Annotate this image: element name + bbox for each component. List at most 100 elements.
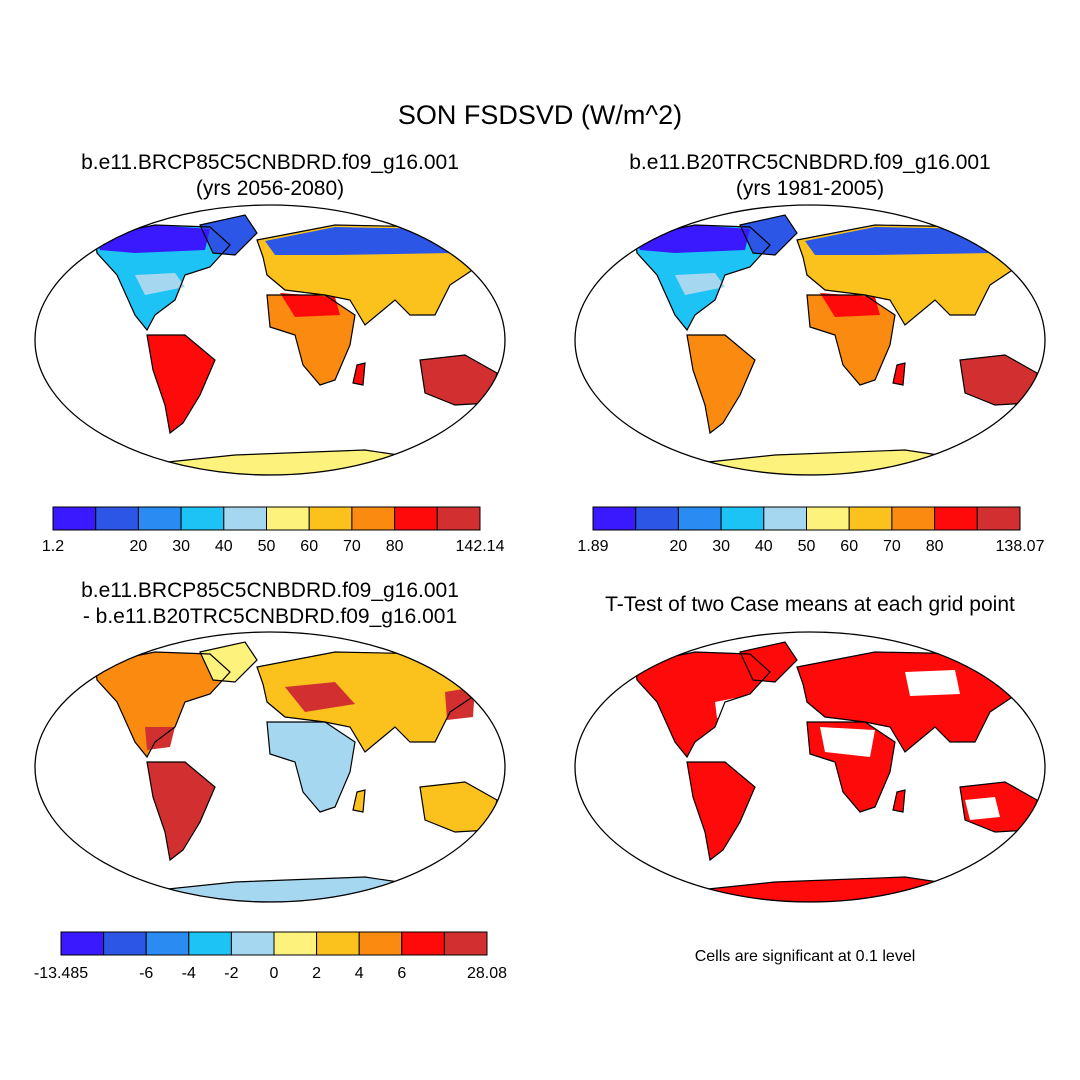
coastline-madagascar <box>892 789 906 813</box>
land-madagascar <box>893 363 905 385</box>
land-australia <box>960 355 1037 405</box>
colorbar-swatch <box>316 931 360 956</box>
figure-title: SON FSDSVD (W/m^2) <box>397 100 683 130</box>
panel-case1-title: b.e11.BRCP85C5CNBDRD.f09_g16.001 (yrs 20… <box>30 150 510 202</box>
colorbar-label: -6 <box>139 965 153 982</box>
colorbar-swatch <box>145 931 190 956</box>
field-patch <box>285 682 355 712</box>
land-greenland <box>740 642 797 682</box>
coastline-madagascar <box>892 362 906 386</box>
colorbar-label: 80 <box>386 538 404 555</box>
not-significant-area <box>905 670 960 696</box>
coastline-northAmerica <box>94 651 231 759</box>
colorbar-label: 142.14 <box>456 538 505 555</box>
colorbar-swatch <box>443 931 488 956</box>
colorbar-label: 50 <box>798 538 816 555</box>
map-border <box>574 631 1046 903</box>
colorbar-label: 40 <box>215 538 233 555</box>
colorbar-label: 80 <box>926 538 944 555</box>
colorbar-swatch <box>891 506 936 531</box>
panel-diff-title-line2: - b.e11.B20TRC5CNBDRD.f09_g16.001 <box>82 605 458 628</box>
panel-case1-title-line2: (yrs 2056-2080) <box>195 177 345 200</box>
colorbar-case1: 1.2 20 30 40 50 60 70 80 142.14 <box>42 506 505 555</box>
colorbar-label: 4 <box>355 965 364 982</box>
panel-ttest-title: T-Test of two Case means at each grid po… <box>605 593 1015 616</box>
land-africa <box>807 295 895 385</box>
field-patch <box>95 225 210 253</box>
coastline-southAmerica <box>146 334 216 435</box>
coastline-greenland <box>739 214 798 256</box>
colorbar-swatch <box>401 931 445 956</box>
map-case1 <box>34 204 506 476</box>
panel-case2-title: b.e11.B20TRC5CNBDRD.f09_g16.001 (yrs 198… <box>570 150 1050 202</box>
land-greenland <box>200 215 257 255</box>
colorbar-label: 70 <box>343 538 361 555</box>
colorbar-case2: 1.89 20 30 40 50 60 70 80 138.07 <box>577 506 1045 555</box>
coastline-madagascar <box>352 362 366 386</box>
colorbar-swatch <box>103 931 147 956</box>
land-southAmerica <box>687 762 755 860</box>
field-patch <box>445 687 475 720</box>
land-africa <box>267 295 355 385</box>
coastline-southAmerica <box>146 761 216 862</box>
colorbar-swatch <box>635 506 679 531</box>
colorbar-swatch <box>60 931 105 956</box>
map-border <box>574 204 1046 476</box>
panel-case2-title-line1: b.e11.B20TRC5CNBDRD.f09_g16.001 <box>629 151 991 174</box>
land-southAmerica <box>147 335 215 433</box>
ttest-note: Cells are significant at 0.1 level <box>694 948 916 965</box>
colorbar-label: 60 <box>300 538 318 555</box>
colorbar-swatch <box>976 506 1021 531</box>
colorbar-swatch <box>358 931 403 956</box>
colorbar-label: 60 <box>840 538 858 555</box>
colorbar-label: 0 <box>270 965 279 982</box>
colorbar-swatch <box>806 506 850 531</box>
colorbar-diff: -13.485 -6 -4 -2 0 2 4 6 28.08 <box>34 931 507 982</box>
colorbar-label: 1.2 <box>42 538 64 555</box>
colorbar-label: 1.89 <box>577 538 608 555</box>
colorbar-swatch <box>273 931 318 956</box>
colorbar-swatch <box>848 506 893 531</box>
coastline-northAmerica <box>94 224 231 332</box>
coastline-northAmerica <box>634 651 771 759</box>
colorbar-swatch <box>180 506 225 531</box>
coastline-africa <box>266 294 356 386</box>
map-border <box>34 204 506 476</box>
field-patch <box>820 293 880 317</box>
panel-case2-title-line2: (yrs 1981-2005) <box>735 177 885 200</box>
colorbar-label: 30 <box>172 538 190 555</box>
colorbar-swatch <box>230 931 275 956</box>
field-patch <box>635 225 750 253</box>
land-greenland <box>200 642 257 682</box>
colorbar-label: -2 <box>224 965 238 982</box>
colorbar-swatch <box>137 506 182 531</box>
coastline-northAmerica <box>634 224 771 332</box>
colorbar-swatch <box>52 506 97 531</box>
colorbar-label: 30 <box>712 538 730 555</box>
coastline-southAmerica <box>686 761 756 862</box>
land-southAmerica <box>687 335 755 433</box>
coastline-greenland <box>739 641 798 683</box>
coastline-madagascar <box>352 789 366 813</box>
not-significant-area <box>820 727 875 757</box>
colorbar-label: 70 <box>883 538 901 555</box>
panel-diff-title: b.e11.BRCP85C5CNBDRD.f09_g16.001 - b.e11… <box>30 578 510 630</box>
colorbar-label: 20 <box>670 538 688 555</box>
field-patch <box>280 293 340 317</box>
colorbar-label: 138.07 <box>996 538 1045 555</box>
field-patch <box>135 273 185 295</box>
colorbar-swatch <box>308 506 353 531</box>
colorbar-label: 28.08 <box>467 965 507 982</box>
colorbar-swatch <box>223 506 268 531</box>
land-australia <box>960 782 1037 832</box>
field-patch <box>275 727 335 750</box>
land-madagascar <box>353 790 365 812</box>
field-patch <box>675 273 725 295</box>
land-madagascar <box>353 363 365 385</box>
coastline-africa <box>806 294 896 386</box>
panel-diff-title-line1: b.e11.BRCP85C5CNBDRD.f09_g16.001 <box>81 579 459 602</box>
colorbar-swatch <box>720 506 765 531</box>
land-australia <box>420 782 497 832</box>
colorbar-swatch <box>592 506 637 531</box>
